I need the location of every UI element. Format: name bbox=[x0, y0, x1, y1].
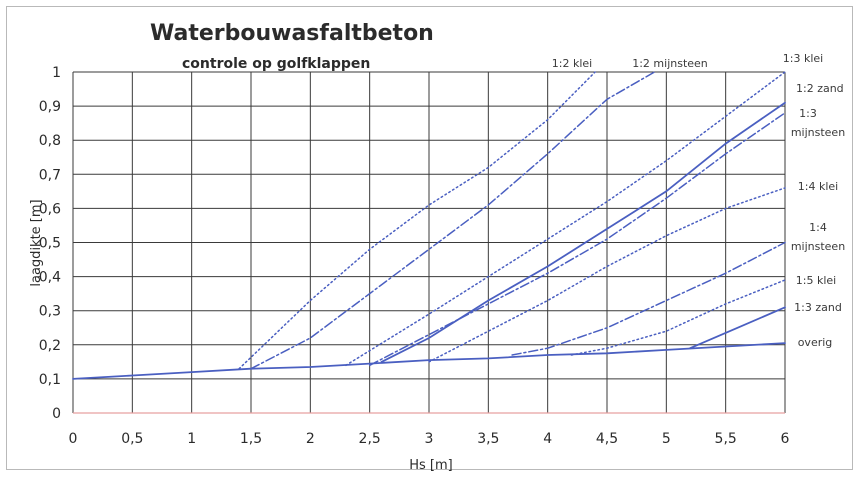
series-line-1-3-klei bbox=[345, 71, 786, 367]
x-tick-label: 0 bbox=[69, 431, 78, 447]
x-tick-label: 6 bbox=[781, 431, 790, 447]
y-tick-label: 0,7 bbox=[39, 167, 61, 183]
y-tick-label: 1 bbox=[52, 65, 61, 81]
x-tick-label: 5 bbox=[662, 431, 671, 447]
series-annotation: overig bbox=[798, 336, 833, 349]
series-labels: 1:2 klei 1:2 mijnsteen 1:3 klei 1:2 zand 1:3… bbox=[552, 52, 845, 349]
x-tick-label: 4,5 bbox=[596, 431, 618, 447]
x-tick-label: 2 bbox=[306, 431, 315, 447]
y-tick-label: 0,3 bbox=[39, 304, 61, 320]
series-line-1-5-klei bbox=[570, 279, 786, 356]
x-tick-label: 0,5 bbox=[121, 431, 143, 447]
series-annotation: 1:2 zand bbox=[796, 82, 844, 95]
series-line-1-3-zand bbox=[689, 306, 786, 350]
x-tick-label: 3,5 bbox=[477, 431, 499, 447]
series-annotation: 1:4 klei bbox=[798, 180, 838, 193]
x-tick-label: 5,5 bbox=[715, 431, 737, 447]
y-tick-label: 0,6 bbox=[39, 201, 61, 217]
series-annotation: 1:3 bbox=[799, 107, 817, 120]
series-annotation: 1:5 klei bbox=[796, 274, 836, 287]
series-annotation: mijnsteen bbox=[791, 126, 845, 139]
series-lines bbox=[72, 71, 786, 380]
y-tick-label: 0,5 bbox=[39, 236, 61, 252]
series-annotation: mijnsteen bbox=[791, 240, 845, 253]
y-tick-label: 0,9 bbox=[39, 99, 61, 115]
gridlines bbox=[72, 71, 786, 414]
series-line-overig bbox=[72, 342, 786, 380]
chart-title: Waterbouwasfaltbeton bbox=[150, 21, 434, 46]
chart-subtitle: controle op golfklappen bbox=[182, 56, 370, 72]
y-axis-label: laagdikte [m] bbox=[29, 199, 44, 286]
series-annotation: 1:3 zand bbox=[794, 301, 842, 314]
y-tick-label: 0,4 bbox=[39, 270, 61, 286]
y-tick-label: 0,2 bbox=[39, 338, 61, 354]
series-annotation: 1:3 klei bbox=[783, 52, 823, 65]
x-tick-label: 1,5 bbox=[240, 431, 262, 447]
x-tick-label: 1 bbox=[187, 431, 196, 447]
x-tick-label: 3 bbox=[425, 431, 434, 447]
series-line-1-3-mijnsteen bbox=[368, 112, 786, 367]
y-tick-label: 0 bbox=[52, 406, 61, 422]
series-line-1-4-mijnsteen bbox=[511, 241, 786, 356]
series-line-1-2-klei bbox=[238, 71, 596, 370]
x-tick-label: 4 bbox=[543, 431, 552, 447]
series-annotation: 1:2 mijnsteen bbox=[632, 57, 708, 70]
series-annotation: 1:2 klei bbox=[552, 57, 592, 70]
y-tick-label: 0,1 bbox=[39, 372, 61, 388]
series-annotation: 1:4 bbox=[809, 221, 827, 234]
tick-labels: 0 0,5 1 1,5 2 2,5 3 3,5 4 4,5 5 5,5 6 0 0,1 0,2 0,3 0,4 0,… bbox=[39, 65, 790, 447]
series-line-1-4-klei bbox=[428, 187, 786, 363]
x-axis-label: Hs [m] bbox=[409, 458, 453, 473]
x-tick-label: 2,5 bbox=[359, 431, 381, 447]
series-line-1-2-zand bbox=[380, 101, 786, 363]
series-line-1-2-mijnsteen bbox=[250, 71, 656, 370]
y-tick-label: 0,8 bbox=[39, 133, 61, 149]
